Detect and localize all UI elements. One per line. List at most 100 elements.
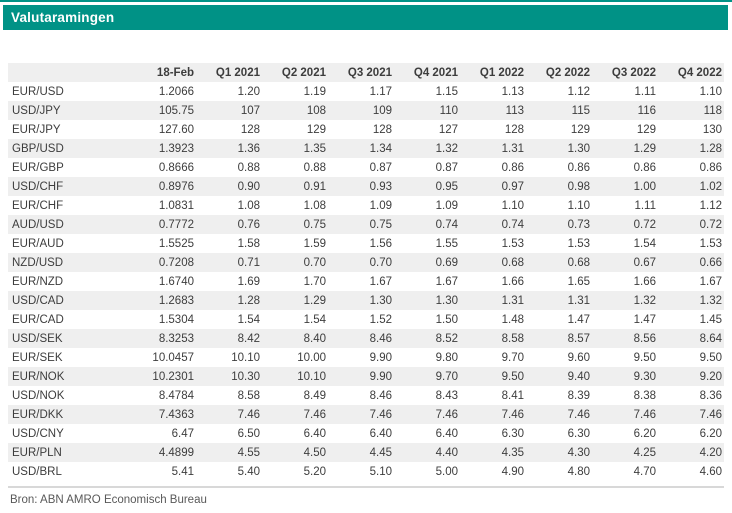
value-cell: 0.70 (369, 256, 392, 269)
currency-pair-label: EUR/NOK (12, 370, 65, 383)
value-cell: 0.95 (435, 180, 458, 193)
value-cell: 0.86 (567, 161, 590, 174)
table-row: USD/SEK 8.3253 8.42 8.40 8.46 8.52 8.58 8.57 8.5… (8, 329, 724, 348)
value-cell: 10.10 (297, 370, 326, 383)
value-cell: 10.10 (231, 351, 260, 364)
value-cell: 0.86 (501, 161, 524, 174)
value-cell: 1.10 (501, 199, 524, 212)
value-cell: 5.00 (435, 465, 458, 478)
value-cell: 1.35 (303, 142, 326, 155)
value-cell: 8.58 (501, 332, 524, 345)
currency-pair-label: EUR/NZD (12, 275, 64, 288)
table-row: USD/CAD 1.2683 1.28 1.29 1.30 1.30 1.31 1.31 1.3… (8, 291, 724, 310)
value-cell: 9.70 (435, 370, 458, 383)
value-cell: 4.80 (567, 465, 590, 478)
currency-pair-label: EUR/DKK (12, 408, 64, 421)
value-cell: 0.93 (369, 180, 392, 193)
value-cell: 107 (240, 104, 260, 117)
value-cell: 7.46 (567, 408, 590, 421)
value-cell: 9.30 (633, 370, 656, 383)
value-cell: 1.67 (369, 275, 392, 288)
value-cell: 9.40 (567, 370, 590, 383)
value-cell: 4.45 (369, 446, 392, 459)
value-cell: 10.00 (297, 351, 326, 364)
value-cell: 7.46 (501, 408, 524, 421)
value-cell: 0.75 (369, 218, 392, 231)
currency-pair-label: USD/CNY (12, 427, 64, 440)
value-cell: 5.20 (303, 465, 326, 478)
value-cell: 1.11 (634, 85, 656, 98)
value-cell: 0.72 (633, 218, 656, 231)
currency-pair-label: EUR/SEK (12, 351, 63, 364)
column-header: Q3 2021 (328, 63, 394, 82)
value-cell: 110 (439, 104, 458, 117)
value-cell: 1.29 (633, 142, 656, 155)
value-cell: 1.47 (633, 313, 656, 326)
value-cell: 1.3923 (158, 142, 194, 155)
value-cell: 7.46 (303, 408, 326, 421)
value-cell: 0.69 (435, 256, 458, 269)
value-cell: 1.36 (237, 142, 260, 155)
value-cell: 8.57 (567, 332, 590, 345)
value-cell: 1.65 (567, 275, 590, 288)
value-cell: 0.73 (567, 218, 590, 231)
value-cell: 8.56 (633, 332, 656, 345)
value-cell: 1.67 (435, 275, 458, 288)
value-cell: 6.20 (699, 427, 722, 440)
value-cell: 1.6740 (158, 275, 194, 288)
value-cell: 4.20 (699, 446, 722, 459)
value-cell: 0.67 (633, 256, 656, 269)
value-cell: 7.46 (435, 408, 458, 421)
currency-pair-label: EUR/PLN (12, 446, 62, 459)
value-cell: 1.59 (303, 237, 326, 250)
value-cell: 1.5525 (158, 237, 194, 250)
table-row: USD/CHF 0.8976 0.90 0.91 0.93 0.95 0.97 0.98 1.0… (8, 177, 724, 196)
currency-pair-label: USD/JPY (12, 104, 61, 117)
currency-pair-label: EUR/CAD (12, 313, 64, 326)
currency-pair-label: NZD/USD (12, 256, 64, 269)
column-header: Q1 2021 (196, 63, 262, 82)
value-cell: 128 (372, 123, 392, 136)
value-cell: 1.55 (435, 237, 458, 250)
value-cell: 1.69 (237, 275, 260, 288)
currency-pair-label: EUR/AUD (12, 237, 64, 250)
value-cell: 0.70 (303, 256, 326, 269)
currency-pair-label: EUR/GBP (12, 161, 64, 174)
value-cell: 6.40 (369, 427, 392, 440)
value-cell: 1.09 (369, 199, 392, 212)
value-cell: 1.48 (501, 313, 524, 326)
currency-pair-label: EUR/CHF (12, 199, 64, 212)
column-header: Q4 2022 (658, 63, 724, 82)
column-header: Q2 2021 (262, 63, 328, 82)
value-cell: 113 (505, 104, 524, 117)
value-cell: 6.30 (501, 427, 524, 440)
value-cell: 1.31 (501, 142, 524, 155)
value-cell: 4.40 (435, 446, 458, 459)
value-cell: 1.34 (369, 142, 392, 155)
value-cell: 1.08 (303, 199, 326, 212)
value-cell: 4.60 (699, 465, 722, 478)
value-cell: 8.39 (567, 389, 590, 402)
value-cell: 8.38 (633, 389, 656, 402)
table-row: EUR/GBP 0.8666 0.88 0.88 0.87 0.87 0.86 0.86 0.8… (8, 158, 724, 177)
value-cell: 0.90 (237, 180, 260, 193)
currency-pair-label: EUR/JPY (12, 123, 61, 136)
value-cell: 130 (702, 123, 722, 136)
value-cell: 1.10 (567, 199, 590, 212)
value-cell: 1.53 (567, 237, 590, 250)
value-cell: 1.54 (237, 313, 260, 326)
value-cell: 8.52 (435, 332, 458, 345)
value-cell: 0.75 (303, 218, 326, 231)
table-row: USD/JPY 105.75 107 108 109 110 113 115 116 118 (8, 101, 724, 120)
value-cell: 1.28 (237, 294, 260, 307)
table-row: AUD/USD 0.7772 0.76 0.75 0.75 0.74 0.74 0.73 0.7… (8, 215, 724, 234)
value-cell: 1.32 (633, 294, 656, 307)
value-cell: 1.53 (501, 237, 524, 250)
value-cell: 10.30 (231, 370, 260, 383)
value-cell: 0.71 (237, 256, 260, 269)
value-cell: 9.90 (369, 370, 392, 383)
value-cell: 0.86 (699, 161, 722, 174)
value-cell: 4.55 (237, 446, 260, 459)
value-cell: 8.43 (435, 389, 458, 402)
value-cell: 1.66 (501, 275, 524, 288)
